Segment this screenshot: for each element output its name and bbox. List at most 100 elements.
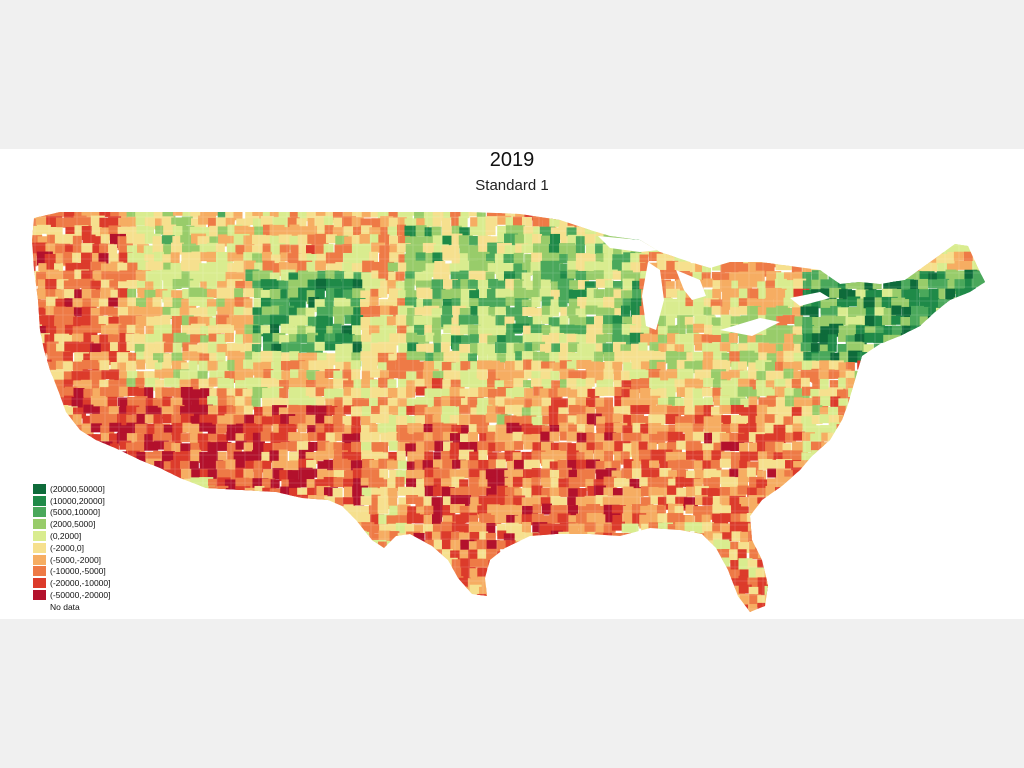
county-cell [586,596,597,611]
county-cell [773,506,784,516]
county-cell [785,613,799,625]
county-cell [864,541,878,555]
county-cell [801,567,815,577]
county-cell [937,458,947,473]
county-cell [965,342,982,356]
county-cell [587,614,603,625]
county-cell [668,559,681,574]
county-cell [406,569,419,581]
county-cell [839,244,851,259]
county-cell [99,469,111,484]
county-cell [683,216,700,227]
county-cell [170,486,181,498]
county-cell [108,604,123,612]
county-cell [809,217,825,230]
county-cell [236,551,246,563]
county-cell [992,244,1008,253]
county-cell [837,549,853,564]
county-cell [991,290,1004,300]
county-cell [136,515,149,527]
county-cell [280,585,291,600]
county-cell [704,216,714,231]
county-cell [855,476,867,489]
county-cell [918,576,935,589]
county-cell [838,451,851,466]
county-cell [909,468,922,482]
county-cell [954,334,970,344]
county-cell [685,245,695,257]
county-cell [991,352,1001,366]
county-cell [145,557,162,571]
county-cell [926,397,939,412]
county-cell [891,477,907,488]
county-cell [317,595,331,609]
county-cell [218,568,234,581]
county-cell [893,460,910,470]
county-cell [928,235,945,245]
county-cell [657,216,671,226]
county-cell [235,523,249,537]
county-cell [32,368,41,382]
county-cell [911,245,925,260]
county-cell [945,226,958,240]
county-cell [621,613,632,625]
county-cell [352,550,368,560]
county-cell [908,442,925,455]
county-cell [711,212,727,222]
county-cell [630,584,645,598]
county-cell [593,576,608,590]
county-cell [865,577,878,587]
county-cell [695,584,706,599]
county-cell [802,469,814,484]
county-cell [602,217,616,227]
county-cell [872,578,886,593]
county-cell [900,225,916,239]
county-cell [937,406,947,419]
county-cell [801,584,816,598]
county-cell [884,494,899,508]
county-cell [675,568,688,581]
county-cell [838,224,852,238]
county-cell [938,326,954,339]
county-cell [953,316,968,328]
county-cell [811,586,824,599]
county-cell [434,604,451,612]
county-cell [837,432,847,447]
county-cell [873,351,883,361]
county-cell [118,578,130,593]
county-cell [856,387,867,400]
county-cell [901,212,915,221]
county-cell [441,569,453,584]
county-cell [693,540,706,554]
county-cell [829,217,842,232]
county-cell [163,612,179,623]
county-cell [883,585,900,599]
county-cell [279,604,289,612]
legend-label: (-5000,-2000] [50,554,102,565]
county-cell [955,522,969,533]
county-cell [325,531,337,541]
county-cell [243,550,253,561]
county-cell [629,217,639,227]
county-cell [974,587,985,597]
county-cell [270,531,281,543]
county-cell [658,568,669,578]
county-cell [244,614,256,627]
county-cell [506,602,516,612]
county-cell [629,224,645,236]
county-cell [470,613,484,624]
county-cell [316,532,329,544]
county-cell [847,488,861,499]
county-cell [821,478,835,488]
county-cell [847,578,857,589]
county-cell [800,215,815,230]
county-cell [856,245,866,259]
county-cell [134,542,144,553]
county-cell [828,226,845,240]
county-cell [757,215,769,228]
county-cell [891,602,905,612]
county-cell [902,568,915,583]
county-cell [836,424,851,436]
county-cell [983,306,985,316]
county-cell [702,225,712,240]
